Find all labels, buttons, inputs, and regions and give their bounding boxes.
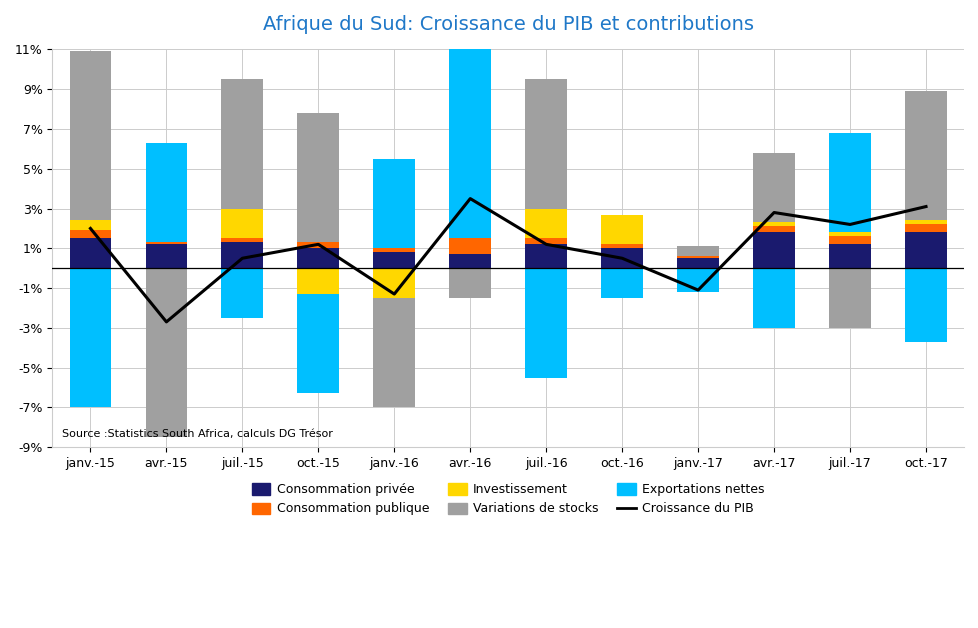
- Bar: [600, 268, 643, 298]
- Bar: [828, 133, 870, 232]
- Bar: [525, 208, 566, 239]
- Bar: [449, 268, 491, 298]
- Bar: [677, 268, 718, 292]
- Text: Source :Statistics South Africa, calculs DG Trésor: Source :Statistics South Africa, calculs…: [62, 429, 333, 439]
- Bar: [297, 248, 339, 268]
- Bar: [69, 230, 111, 239]
- Bar: [752, 227, 794, 232]
- Bar: [828, 236, 870, 244]
- Bar: [600, 215, 643, 244]
- Bar: [752, 232, 794, 268]
- Bar: [221, 242, 263, 268]
- Bar: [600, 248, 643, 268]
- Bar: [525, 244, 566, 268]
- Bar: [677, 256, 718, 258]
- Bar: [828, 268, 870, 328]
- Bar: [828, 244, 870, 268]
- Bar: [905, 220, 946, 224]
- Bar: [69, 239, 111, 268]
- Bar: [69, 268, 111, 408]
- Bar: [297, 294, 339, 394]
- Bar: [525, 79, 566, 208]
- Bar: [525, 268, 566, 377]
- Bar: [828, 232, 870, 236]
- Bar: [146, 143, 187, 242]
- Bar: [69, 220, 111, 230]
- Bar: [373, 298, 415, 408]
- Bar: [752, 222, 794, 227]
- Bar: [600, 244, 643, 248]
- Bar: [146, 242, 187, 244]
- Bar: [752, 268, 794, 328]
- Bar: [221, 79, 263, 208]
- Bar: [449, 254, 491, 268]
- Bar: [297, 268, 339, 294]
- Bar: [905, 224, 946, 232]
- Bar: [373, 268, 415, 298]
- Bar: [297, 113, 339, 242]
- Bar: [373, 248, 415, 252]
- Bar: [905, 268, 946, 342]
- Title: Afrique du Sud: Croissance du PIB et contributions: Afrique du Sud: Croissance du PIB et con…: [262, 15, 753, 34]
- Bar: [221, 208, 263, 239]
- Bar: [373, 252, 415, 268]
- Bar: [677, 246, 718, 256]
- Bar: [752, 153, 794, 222]
- Bar: [905, 232, 946, 268]
- Bar: [905, 91, 946, 220]
- Bar: [146, 268, 187, 437]
- Bar: [449, 50, 491, 239]
- Bar: [297, 242, 339, 248]
- Bar: [373, 159, 415, 248]
- Bar: [221, 268, 263, 318]
- Bar: [221, 239, 263, 242]
- Bar: [677, 258, 718, 268]
- Bar: [146, 244, 187, 268]
- Bar: [525, 239, 566, 244]
- Bar: [69, 51, 111, 220]
- Legend: Consommation privée, Consommation publique, Investissement, Variations de stocks: Consommation privée, Consommation publiq…: [246, 479, 769, 521]
- Bar: [449, 239, 491, 254]
